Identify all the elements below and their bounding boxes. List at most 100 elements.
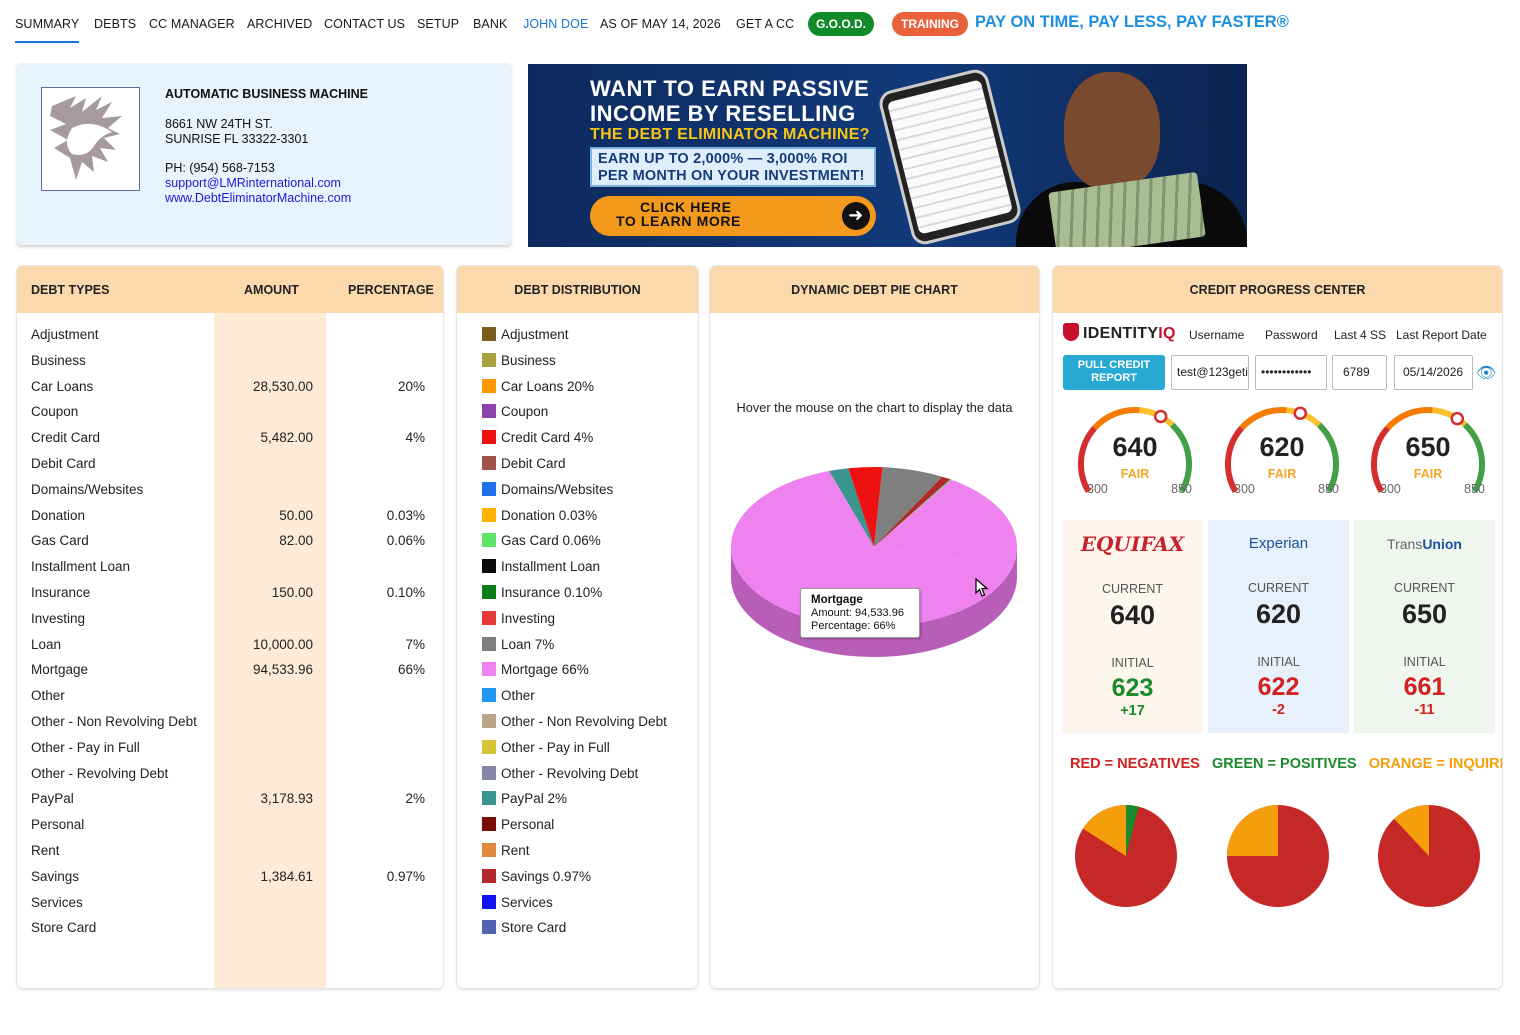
nav-debts[interactable]: DEBTS — [94, 17, 137, 31]
nav-contact-us[interactable]: CONTACT US — [324, 17, 406, 31]
ad-learn-more-button[interactable]: CLICK HERE TO LEARN MORE ➜ — [590, 196, 876, 236]
color-swatch — [482, 636, 496, 651]
top-nav: SUMMARY DEBTS CC MANAGER ARCHIVED CONTAC… — [0, 0, 1520, 48]
distribution-label: Savings 0.97% — [501, 868, 592, 884]
transunion-initial-label: INITIAL — [1403, 655, 1446, 669]
nav-bank[interactable]: BANK — [473, 17, 508, 31]
identityiq-logo-iq: IQ — [1158, 325, 1176, 342]
debt-type-row: Gas Card 82.00 0.06% — [17, 533, 443, 559]
color-swatch — [482, 507, 496, 522]
mini-pie-inquiries[interactable] — [1227, 805, 1278, 856]
pie-slice-insurance[interactable] — [874, 479, 951, 547]
person-image — [1016, 64, 1247, 247]
color-swatch — [482, 559, 496, 574]
nav-cc-manager[interactable]: CC MANAGER — [149, 17, 235, 31]
distribution-label: Store Card — [501, 920, 567, 936]
debt-type-name: Adjustment — [31, 327, 99, 342]
transunion-current: 650 — [1401, 599, 1448, 629]
ad-banner[interactable]: WANT TO EARN PASSIVE INCOME BY RESELLING… — [528, 64, 1247, 247]
equifax-current-label: CURRENT — [1101, 582, 1164, 596]
gauge-marker — [1153, 409, 1168, 424]
debt-pie-chart[interactable] — [710, 313, 1039, 753]
nav-summary[interactable]: SUMMARY — [15, 17, 80, 43]
pie-slice-savings[interactable] — [874, 476, 950, 547]
color-swatch — [482, 791, 496, 806]
gauge-max: 850 — [1464, 482, 1485, 496]
distribution-item: Other - Revolving Debt — [482, 765, 638, 792]
mini-pie-inquiries[interactable] — [1394, 805, 1429, 856]
debt-type-percentage: 7% — [405, 636, 425, 652]
phone-image — [876, 66, 1024, 247]
distribution-label: Domains/Websites — [501, 481, 614, 497]
credit-gauge: 650 FAIR 300 850 — [1363, 402, 1493, 502]
debt-type-name: Loan — [31, 636, 62, 652]
nav-user[interactable]: JOHN DOE — [523, 17, 589, 31]
mini-pie-positives[interactable] — [1126, 805, 1139, 856]
debt-type-name: Store Card — [31, 920, 97, 936]
last4-input[interactable]: 6789 — [1332, 355, 1387, 390]
pie-slice-loan[interactable] — [874, 467, 943, 547]
debt-type-name: Other - Revolving Debt — [31, 765, 169, 781]
debt-type-amount: 3,178.93 — [260, 791, 313, 807]
password-input[interactable]: •••••••••••• — [1255, 355, 1327, 390]
debt-type-percentage: 0.06% — [386, 533, 425, 549]
pull-credit-report-button[interactable]: PULL CREDIT REPORT — [1063, 355, 1165, 390]
business-email-link[interactable]: support@LMRinternational.com — [165, 176, 341, 190]
debt-type-name: Donation — [31, 507, 86, 523]
gauge-arc-segment — [1224, 426, 1244, 494]
distribution-item: Services — [482, 894, 553, 921]
transunion-mini-pie[interactable] — [1377, 804, 1481, 908]
label-last-report: Last Report Date — [1396, 328, 1487, 342]
color-swatch — [482, 868, 496, 883]
debt-types-header: DEBT TYPES AMOUNT PERCENTAGE — [17, 266, 443, 313]
pie-slice-paypal[interactable] — [829, 468, 874, 547]
nav-get-cc[interactable]: GET A CC — [736, 17, 795, 31]
business-card: AUTOMATIC BUSINESS MACHINE 8661 NW 24TH … — [17, 63, 511, 245]
mini-pie-inquiries[interactable] — [1082, 805, 1126, 856]
debt-type-row: Other - Non Revolving Debt — [17, 714, 443, 740]
eye-icon[interactable]: 👁 — [1476, 365, 1497, 382]
pie-slice-credit-card[interactable] — [848, 467, 883, 547]
gauge-arc-segment — [1077, 426, 1097, 494]
gauge-arc-segment — [1370, 426, 1390, 494]
color-swatch — [482, 481, 496, 496]
distribution-item: Business — [482, 352, 556, 379]
gauge-score: 640 — [1112, 432, 1158, 462]
slogan: PAY ON TIME, PAY LESS, PAY FASTER® — [975, 13, 1289, 31]
debt-type-percentage: 0.97% — [386, 868, 425, 884]
label-last4: Last 4 SS — [1334, 328, 1387, 342]
nav-setup[interactable]: SETUP — [417, 17, 460, 31]
training-button[interactable]: TRAINING — [892, 12, 968, 36]
debt-type-amount: 28,530.00 — [252, 378, 313, 394]
gauge-rating: FAIR — [1413, 467, 1443, 481]
good-button[interactable]: G.O.O.D. — [808, 12, 874, 36]
nav-archived[interactable]: ARCHIVED — [247, 17, 313, 31]
distribution-item: Credit Card 4% — [482, 430, 593, 456]
business-address-2: SUNRISE FL 33322-3301 — [165, 132, 309, 146]
distribution-item: Insurance 0.10% — [482, 585, 602, 611]
business-website-link[interactable]: www.DebtEliminatorMachine.com — [165, 191, 352, 205]
experian-mini-pie[interactable] — [1226, 804, 1330, 908]
debt-type-row: Investing — [17, 611, 443, 637]
label-password: Password — [1265, 328, 1318, 342]
debt-type-row: Services — [17, 895, 443, 921]
username-input[interactable]: test@123geti — [1171, 355, 1249, 390]
gauge-arc-segment — [1316, 422, 1339, 494]
equifax-mini-pie[interactable] — [1074, 804, 1178, 908]
debt-type-amount: 1,384.61 — [260, 868, 313, 884]
last-report-input[interactable]: 05/14/2026 — [1394, 355, 1473, 390]
distribution-item: Other — [482, 688, 535, 714]
col-debt-types: DEBT TYPES — [31, 283, 110, 297]
color-swatch — [482, 843, 496, 857]
ad-roi-box: EARN UP TO 2,000% — 3,000% ROI PER MONTH… — [590, 147, 876, 187]
business-phone: PH: (954) 568-7153 — [165, 161, 275, 175]
ad-btn-line-2: TO LEARN MORE — [616, 213, 741, 229]
distribution-item: Mortgage 66% — [482, 662, 589, 688]
pie-slice-gas-card[interactable] — [874, 479, 951, 547]
pie-slice-donation[interactable] — [874, 479, 952, 547]
debt-type-name: Domains/Websites — [31, 481, 144, 497]
distribution-item: Personal — [482, 817, 554, 843]
pie-slice-car-loans[interactable] — [874, 479, 1017, 567]
gauge-arc — [1077, 407, 1192, 494]
color-swatch — [482, 585, 496, 599]
